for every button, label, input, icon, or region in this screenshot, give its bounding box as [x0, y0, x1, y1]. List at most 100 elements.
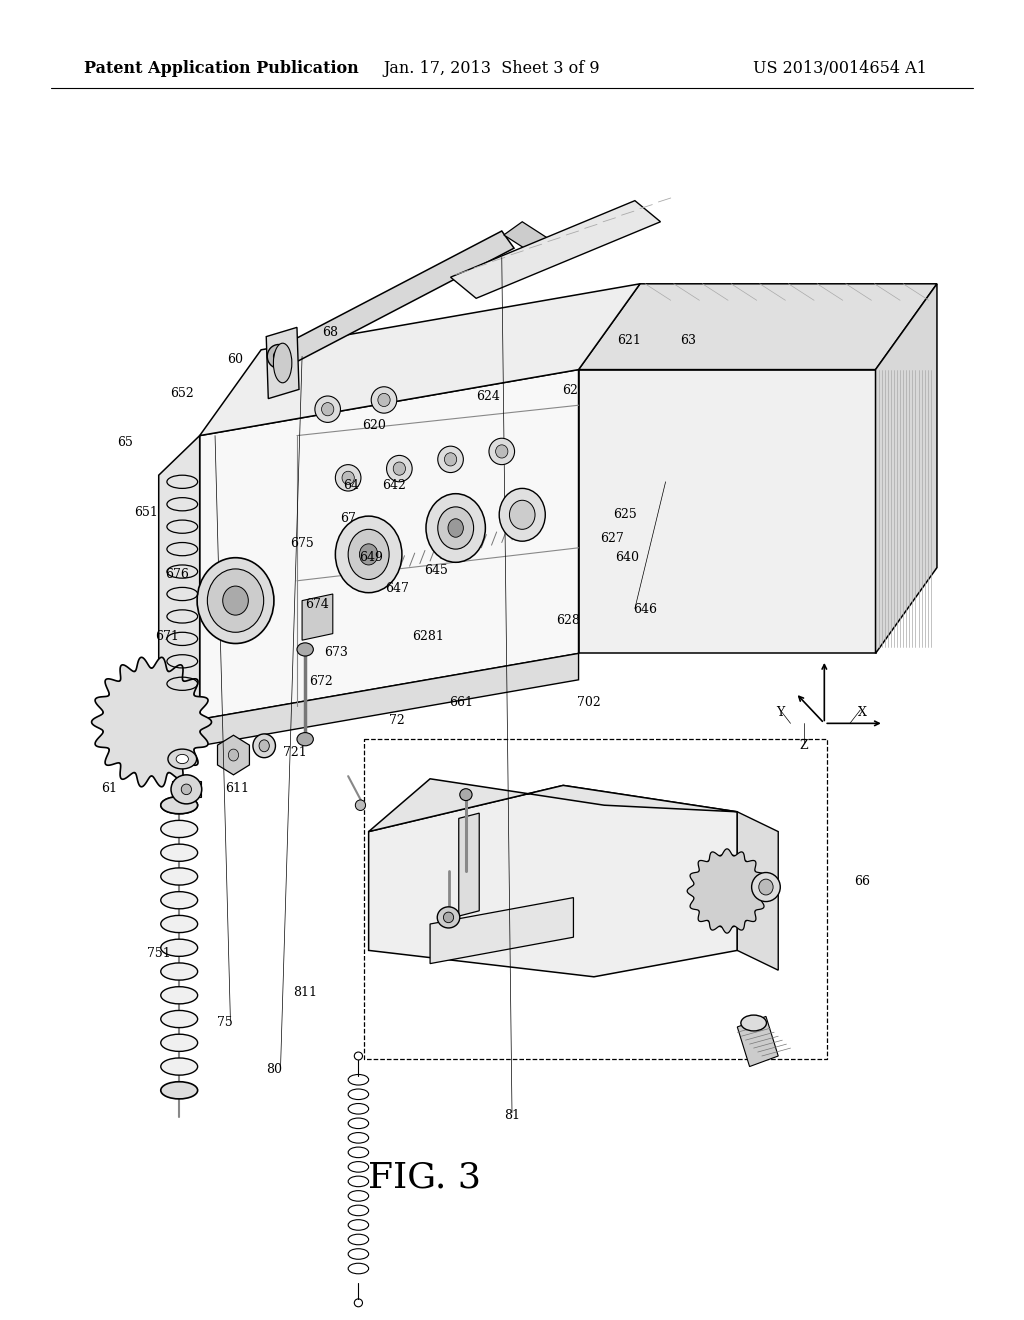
Ellipse shape [168, 748, 197, 768]
Ellipse shape [449, 519, 463, 537]
Text: 63: 63 [680, 334, 696, 347]
Text: 66: 66 [854, 875, 870, 888]
Ellipse shape [336, 516, 401, 593]
Text: 68: 68 [322, 326, 338, 339]
Ellipse shape [713, 875, 741, 908]
Ellipse shape [437, 907, 460, 928]
Polygon shape [200, 653, 579, 746]
Ellipse shape [355, 800, 366, 810]
Text: 62: 62 [562, 384, 579, 397]
Polygon shape [369, 785, 737, 977]
Ellipse shape [348, 529, 389, 579]
Ellipse shape [378, 393, 390, 407]
Ellipse shape [197, 557, 274, 644]
Text: 661: 661 [449, 696, 473, 709]
Polygon shape [504, 222, 551, 253]
Polygon shape [266, 327, 299, 399]
Text: FIG. 3: FIG. 3 [369, 1160, 481, 1195]
Text: 652: 652 [170, 387, 195, 400]
Ellipse shape [438, 507, 473, 549]
Ellipse shape [161, 796, 198, 813]
Ellipse shape [161, 1059, 198, 1074]
Polygon shape [217, 735, 250, 775]
Text: 67: 67 [340, 512, 356, 525]
Ellipse shape [489, 438, 514, 465]
Ellipse shape [122, 690, 181, 754]
Text: Z: Z [800, 739, 808, 752]
Text: 75: 75 [217, 1016, 233, 1030]
Ellipse shape [510, 500, 535, 529]
Text: 65: 65 [117, 436, 133, 449]
Text: 621: 621 [616, 334, 641, 347]
Text: 6281: 6281 [412, 630, 444, 643]
Text: 672: 672 [308, 675, 333, 688]
Polygon shape [737, 812, 778, 970]
Polygon shape [302, 594, 333, 640]
Text: X: X [858, 706, 866, 719]
Text: 676: 676 [165, 568, 189, 581]
Text: 702: 702 [577, 696, 601, 709]
Text: 72: 72 [389, 714, 406, 727]
Ellipse shape [171, 775, 202, 804]
Text: 611: 611 [225, 781, 250, 795]
Ellipse shape [741, 1015, 766, 1031]
Text: 673: 673 [324, 645, 348, 659]
Ellipse shape [161, 796, 198, 813]
Text: 647: 647 [385, 582, 410, 595]
Ellipse shape [161, 821, 198, 838]
Ellipse shape [228, 748, 239, 760]
Ellipse shape [267, 345, 290, 368]
Ellipse shape [438, 446, 463, 473]
Ellipse shape [259, 739, 269, 752]
Ellipse shape [161, 869, 198, 884]
Ellipse shape [273, 351, 284, 363]
Polygon shape [579, 370, 876, 653]
Ellipse shape [207, 569, 264, 632]
Polygon shape [200, 370, 579, 719]
Text: 811: 811 [293, 986, 317, 999]
Text: 751: 751 [146, 946, 171, 960]
Ellipse shape [500, 488, 545, 541]
Text: 81: 81 [504, 1109, 520, 1122]
Text: 651: 651 [134, 506, 159, 519]
Polygon shape [159, 436, 200, 759]
Ellipse shape [253, 734, 275, 758]
Ellipse shape [371, 387, 397, 413]
Polygon shape [876, 284, 937, 653]
Ellipse shape [322, 403, 334, 416]
Text: 675: 675 [290, 537, 314, 550]
Polygon shape [200, 284, 640, 436]
Ellipse shape [426, 494, 485, 562]
Ellipse shape [161, 1035, 198, 1051]
Text: US 2013/0014654 A1: US 2013/0014654 A1 [753, 59, 927, 77]
Polygon shape [459, 813, 479, 916]
Ellipse shape [161, 1081, 198, 1098]
Text: 624: 624 [476, 389, 501, 403]
Ellipse shape [444, 453, 457, 466]
Ellipse shape [759, 879, 773, 895]
Text: 671: 671 [155, 630, 179, 643]
Polygon shape [172, 781, 201, 797]
Ellipse shape [496, 445, 508, 458]
Text: 645: 645 [424, 564, 449, 577]
Text: 646: 646 [633, 603, 657, 616]
Ellipse shape [273, 343, 292, 383]
Ellipse shape [161, 940, 198, 956]
Ellipse shape [161, 1011, 198, 1028]
Polygon shape [274, 231, 514, 367]
Ellipse shape [297, 733, 313, 746]
Ellipse shape [752, 873, 780, 902]
Polygon shape [687, 849, 767, 933]
Polygon shape [737, 1016, 778, 1067]
Text: 61: 61 [101, 781, 118, 795]
Ellipse shape [161, 845, 198, 862]
Ellipse shape [342, 471, 354, 484]
Ellipse shape [223, 586, 249, 615]
Ellipse shape [161, 964, 198, 979]
Text: Y: Y [776, 706, 784, 719]
Text: 64: 64 [343, 479, 359, 492]
Ellipse shape [139, 709, 164, 735]
Ellipse shape [393, 462, 406, 475]
Ellipse shape [721, 884, 733, 898]
Text: 80: 80 [266, 1063, 283, 1076]
